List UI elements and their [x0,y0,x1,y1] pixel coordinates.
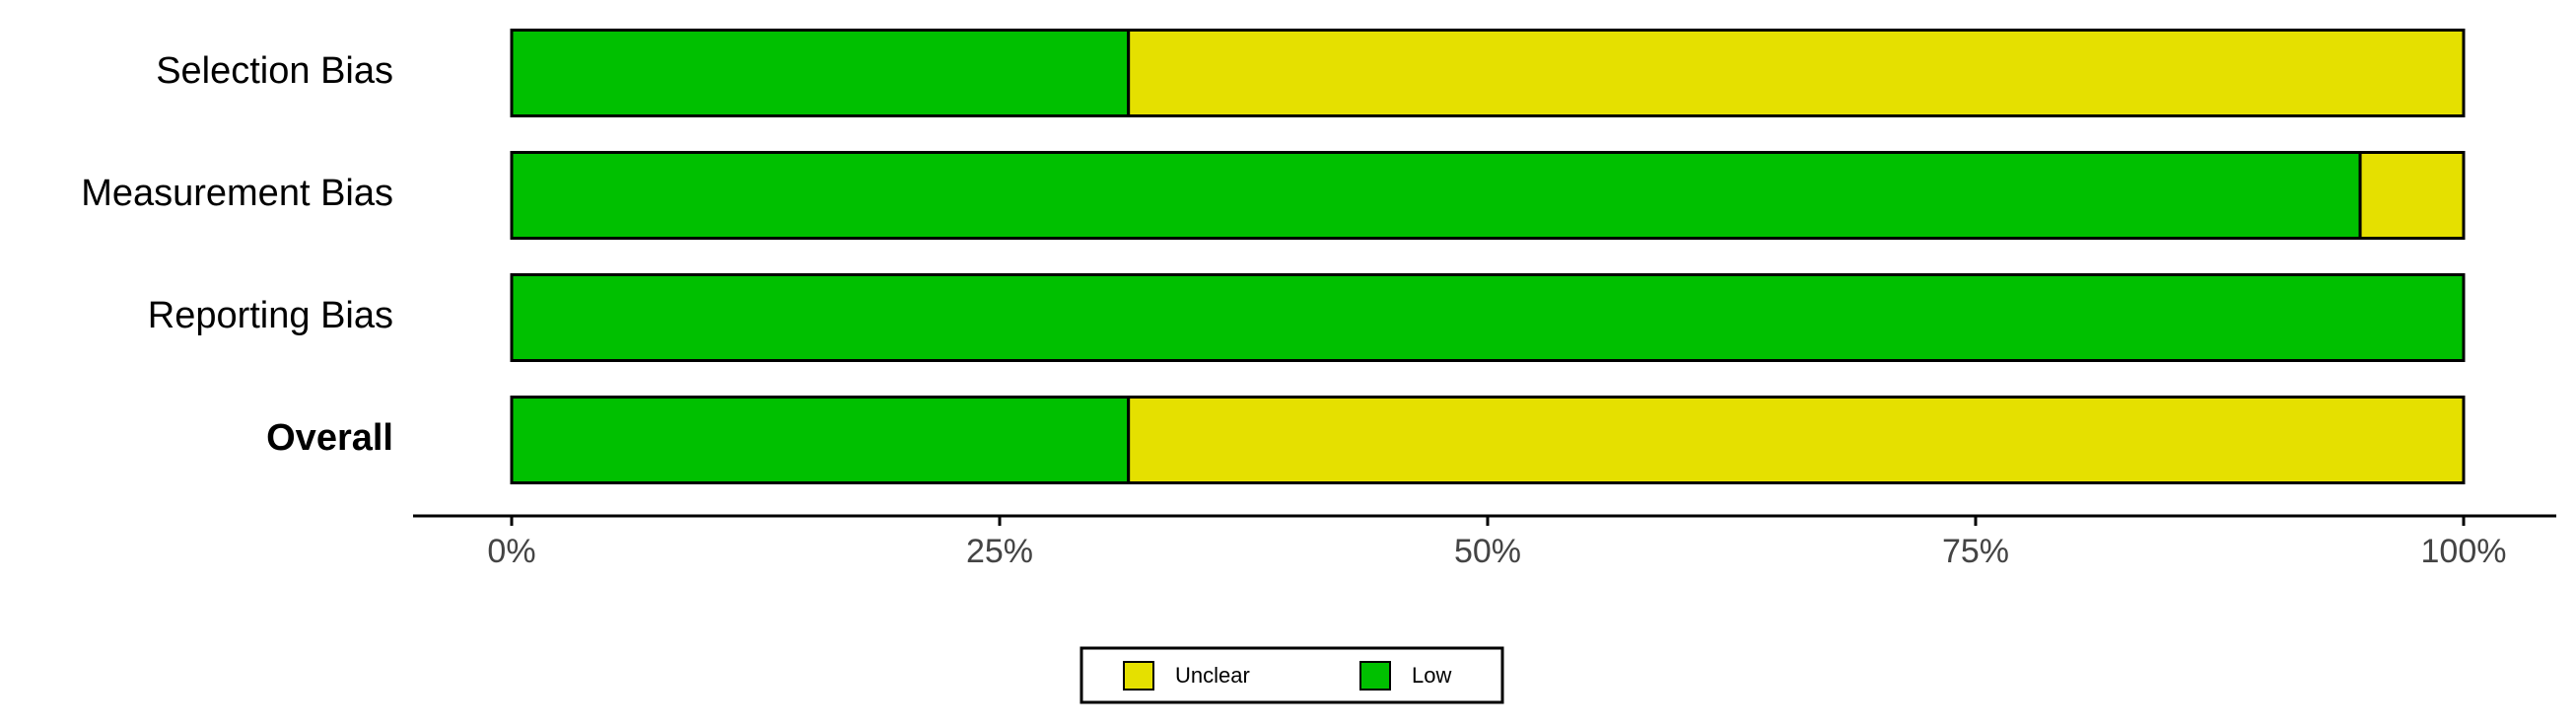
bar-segment [1127,29,2466,117]
bar-segment [2358,151,2466,240]
legend-label: Unclear [1175,663,1250,688]
category-label: Reporting Bias [148,295,393,336]
bar-segment [1127,396,2466,484]
x-tick-label: 0% [487,533,535,570]
bar-segment [510,273,2466,362]
bar-segment [510,151,2362,240]
legend-swatch [1123,661,1154,691]
category-label: Measurement Bias [81,173,393,214]
legend-box [1079,646,1504,704]
category-label: Overall [266,417,393,459]
x-tick-label: 50% [1454,533,1521,570]
bar-segment [510,29,1131,117]
x-tick-label: 25% [966,533,1033,570]
legend-label: Low [1412,663,1451,688]
x-tick-label: 75% [1942,533,2009,570]
category-label: Selection Bias [156,50,393,92]
legend-swatch [1359,661,1391,691]
x-tick-label: 100% [2421,533,2507,570]
bar-segment [510,396,1131,484]
